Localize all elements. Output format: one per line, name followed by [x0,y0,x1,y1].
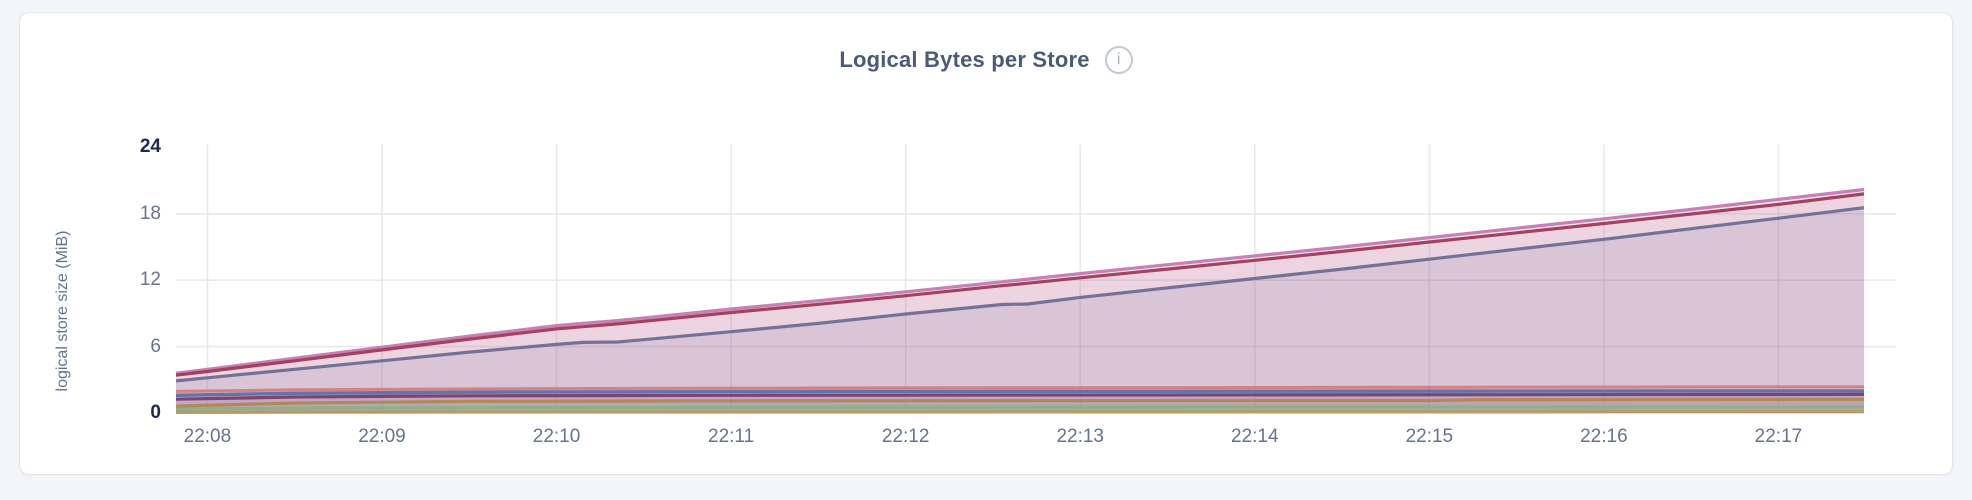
x-tick-label-22-17: 22:17 [1754,426,1803,447]
x-tick-label-22-08: 22:08 [183,426,232,447]
series-line-s6-flat-magenta [176,392,1865,401]
x-tick-label-22-14: 22:14 [1231,426,1279,447]
y-axis-title: logical store size (MiB) [54,230,71,392]
x-tick-label-22-13: 22:13 [1056,426,1104,447]
x-tick-label-22-11: 22:11 [708,426,755,447]
metric-chart-card: Logical Bytes per Store i logical store … [19,12,1953,475]
chart-header: Logical Bytes per Store i [20,46,1952,74]
y-tick-label-18: 18 [139,202,161,224]
y-tick-label-12: 12 [139,269,161,291]
x-tick-label-22-12: 22:12 [881,426,930,447]
x-tick-label-22-15: 22:15 [1405,426,1454,447]
y-tick-label-0: 0 [150,402,161,423]
chart-title: Logical Bytes per Store [839,47,1090,72]
info-icon[interactable]: i [1104,46,1133,74]
series-line-s4-flat-salmon [176,385,1865,393]
series-line-s1-rising-orchid [176,187,1865,375]
series-line-s8-flat-green [176,405,1865,411]
x-tick-label-22-09: 22:09 [358,426,406,447]
y-tick-label-6: 6 [150,335,161,357]
series-line-s3-rising-graypurple [176,206,1865,383]
x-tick-label-22-10: 22:10 [532,426,581,447]
series-line-s2-rising-maroon [176,192,1865,377]
series-line-s7-flat-gold [176,397,1865,408]
plot-area[interactable] [176,141,1898,429]
y-tick-label-24: 24 [139,136,161,158]
series-line-s5-flat-blue [176,389,1865,397]
series-line-s9-flat-tan [176,410,1865,414]
x-tick-label-22-16: 22:16 [1580,426,1628,447]
series-area-s1-rising-orchid [176,189,1864,413]
